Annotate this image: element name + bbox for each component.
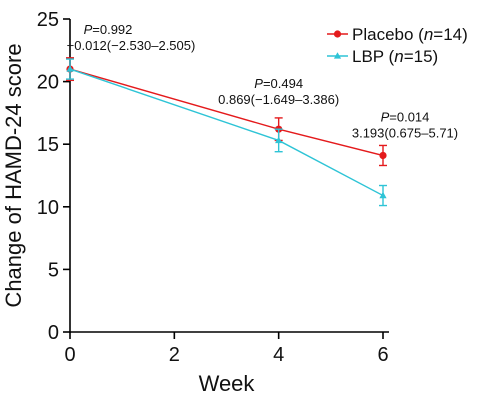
data-point (66, 65, 74, 72)
annotations-group: P=0.992−0.012(−2.530–2.505)P=0.4940.869(… (67, 22, 458, 141)
legend-label-count: =14) (433, 25, 468, 44)
annotation-ci: 0.869(−1.649–3.386) (218, 92, 339, 107)
legend-label-count: =15) (404, 47, 439, 66)
annotation-p-value: =0.014 (389, 109, 429, 124)
data-point (275, 136, 283, 144)
annotation-p-value: =0.992 (92, 22, 132, 37)
series-line-0 (69, 68, 384, 157)
annotation-ci: −0.012(−2.530–2.505) (67, 38, 196, 53)
legend-label: Placebo (n=14) (352, 25, 468, 44)
y-tick-label: 20 (37, 72, 59, 94)
x-tick-label: 6 (377, 344, 388, 366)
data-point (379, 151, 387, 160)
annotation-p-symbol: P (381, 109, 390, 124)
y-axis-title: Change of HAMD-24 score (1, 43, 26, 307)
x-tick-label: 0 (64, 344, 75, 366)
series-group (66, 57, 387, 207)
legend-label-n: n (424, 25, 433, 44)
annotation-p-value: =0.494 (263, 76, 303, 91)
y-tick-label: 15 (37, 134, 59, 156)
y-tick-label: 0 (48, 322, 59, 344)
annotation-p-symbol: P (84, 22, 93, 37)
annotation: P=0.992−0.012(−2.530–2.505) (67, 22, 196, 53)
legend-item-0: Placebo (n=14) (327, 25, 468, 44)
legend-label-main: Placebo ( (352, 25, 424, 44)
series-line-1 (69, 68, 384, 197)
annotation-pvalue: P=0.494 (254, 76, 303, 91)
legend-label-main: LBP ( (352, 47, 395, 66)
annotation-ci: 3.193(0.675–5.71) (352, 125, 458, 140)
x-axis-title: Week (199, 371, 256, 396)
data-point (379, 191, 387, 199)
y-tick-label: 5 (48, 259, 59, 281)
legend-label-n: n (394, 47, 403, 66)
annotation-pvalue: P=0.992 (84, 22, 133, 37)
legend-label: LBP (n=15) (352, 47, 438, 66)
legend-item-1: LBP (n=15) (327, 47, 438, 66)
x-tick-label: 2 (169, 344, 180, 366)
legend: Placebo (n=14)LBP (n=15) (327, 25, 468, 66)
x-tick-label: 4 (273, 344, 284, 366)
legend-marker (333, 30, 342, 38)
legend-marker (333, 52, 342, 59)
axes: 0 5 10 15 20 25 0 2 4 6 Week Change of HAMD-24 scor… (1, 9, 389, 396)
y-tick-label: 25 (37, 9, 59, 31)
annotation-pvalue: P=0.014 (381, 109, 430, 124)
y-tick-label: 10 (37, 197, 59, 219)
annotation-p-symbol: P (254, 76, 263, 91)
